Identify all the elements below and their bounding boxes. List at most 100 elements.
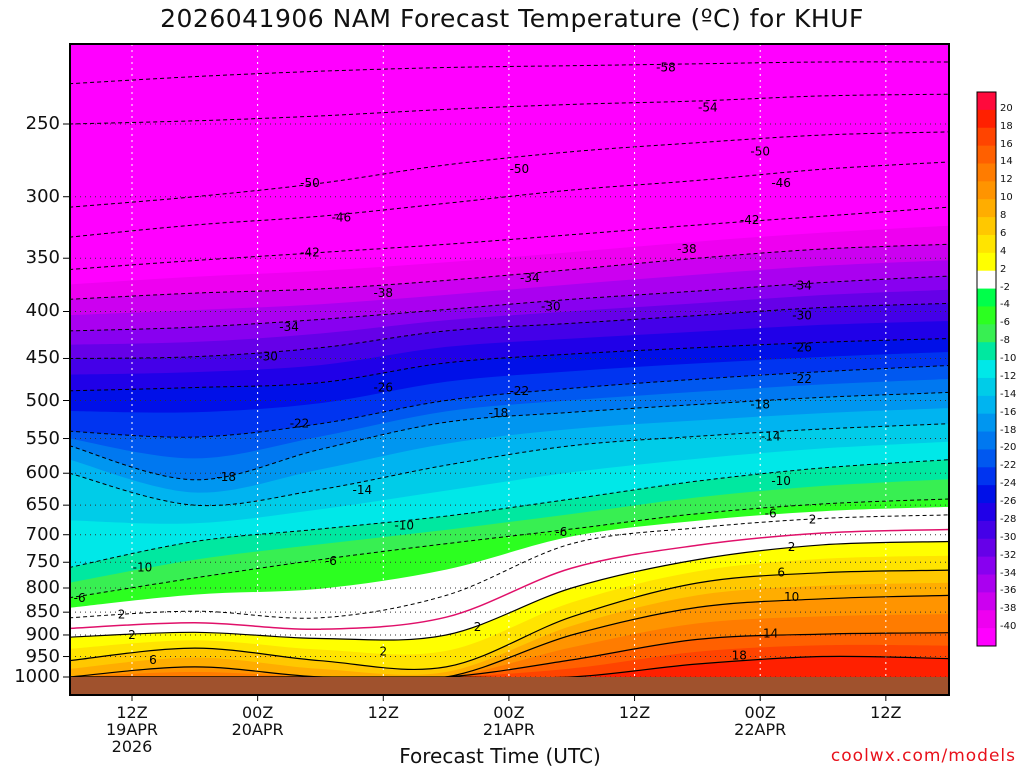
- colorbar-swatch: [977, 449, 996, 468]
- chart-title: 2026041906 NAM Forecast Temperature (ºC)…: [160, 4, 864, 33]
- contour-label: 2: [128, 628, 136, 642]
- contour-label: 2: [788, 540, 796, 554]
- contour-label: 2: [474, 620, 482, 634]
- colorbar-label: 18: [1000, 120, 1013, 132]
- contour-labels: -58-54-50-50-50-46-46-42-42-38-38-34-34-…: [74, 61, 817, 667]
- colorbar-label: 2: [1000, 263, 1007, 275]
- x-tick-label: 00Z 22APR: [715, 704, 805, 738]
- isotherm-10: [70, 594, 949, 682]
- x-tick-label-line: 2026: [111, 737, 153, 756]
- x-tick-label-line: 21APR: [482, 720, 535, 739]
- colorbar-label: -40: [1000, 621, 1017, 633]
- x-tick-label-line: 00Z: [241, 703, 274, 722]
- contour-label: -10: [771, 474, 791, 488]
- colorbar-swatch: [977, 610, 996, 629]
- x-tick-label: 12Z 19APR 2026: [87, 704, 177, 755]
- credit-link[interactable]: coolwx.com/models: [830, 746, 1016, 766]
- x-tick-label-line: 00Z: [744, 703, 776, 722]
- colorbar-swatch: [977, 92, 996, 111]
- contour-label: 14: [763, 627, 778, 641]
- colorbar-label: -16: [1000, 406, 1017, 418]
- colorbar-label: -20: [1000, 442, 1017, 454]
- contour-label: 2: [809, 513, 817, 527]
- colorbar-swatch: [977, 628, 996, 647]
- colorbar-swatch: [977, 163, 996, 182]
- y-tick-label: 800: [25, 576, 60, 598]
- y-tick-label: 550: [25, 427, 60, 449]
- temperature-bands: [70, 44, 949, 695]
- ground-surface: [70, 677, 949, 695]
- contour-label: -46: [332, 210, 352, 224]
- colorbar-label: 20: [1000, 102, 1013, 114]
- y-tick-label: 500: [25, 389, 60, 411]
- isotherm--46: [70, 161, 949, 238]
- colorbar-label: 12: [1000, 174, 1013, 186]
- colorbar-swatch: [977, 413, 996, 433]
- contour-label: -58: [656, 61, 676, 75]
- colorbar-swatch: [977, 485, 996, 504]
- y-tick-label: 750: [25, 551, 60, 573]
- plot-frame: [69, 43, 950, 696]
- y-tick-label: 350: [25, 247, 60, 269]
- colorbar-label: 8: [1000, 210, 1007, 222]
- colorbar-swatch: [977, 377, 996, 397]
- surface-strip: [70, 677, 949, 695]
- colorbar-swatch: [977, 270, 996, 290]
- y-tick-label: 400: [25, 300, 60, 322]
- y-tick-label: 700: [25, 523, 60, 545]
- contour-label: -6: [74, 591, 86, 605]
- isotherm--26: [70, 338, 949, 392]
- contour-label: -50: [300, 176, 320, 190]
- x-tick-label-line: 19APR: [105, 720, 159, 739]
- colorbar-label: 6: [1000, 227, 1007, 239]
- x-tick-label-line: 12Z: [116, 703, 148, 722]
- colorbar-swatch: [977, 199, 996, 218]
- contour-label: 10: [784, 590, 799, 604]
- colorbar-swatch: [977, 324, 996, 343]
- colorbar-label: -10: [1000, 353, 1017, 365]
- colorbar-swatch: [977, 181, 996, 200]
- y-tick-label: 950: [25, 645, 60, 667]
- contour-label: -18: [216, 470, 236, 484]
- contour-label: -6: [555, 525, 567, 539]
- colorbar-label: -14: [1000, 388, 1017, 400]
- colorbar-swatch: [977, 592, 996, 611]
- contour-label: -22: [290, 417, 310, 431]
- x-tick-label: 12Z: [590, 704, 680, 721]
- x-tick-label-line: 12Z: [618, 703, 651, 722]
- isotherm--18: [70, 391, 949, 481]
- contour-label: -30: [541, 299, 561, 313]
- contour-label: -38: [677, 242, 697, 256]
- colorbar-label: -36: [1000, 585, 1017, 597]
- colorbar-swatch: [977, 520, 996, 540]
- contour-label: -10: [394, 518, 414, 532]
- x-tick-label-line: 20APR: [231, 720, 284, 739]
- colorbar-label: -24: [1000, 478, 1017, 490]
- y-tick-label: 650: [25, 494, 60, 516]
- isotherm--22: [70, 365, 949, 438]
- x-tick-label: 00Z 20APR: [213, 704, 303, 738]
- contour-label: 6: [777, 566, 785, 580]
- colorbar-label: -28: [1000, 513, 1017, 525]
- contour-label: 2: [118, 608, 126, 622]
- colorbar-swatch: [977, 342, 996, 361]
- y-tick-label: 1000: [14, 666, 60, 687]
- contour-label: -50: [510, 162, 530, 176]
- colorbar-swatch: [977, 467, 996, 486]
- colorbar-frame: [976, 91, 997, 647]
- colorbar-swatch: [977, 538, 996, 558]
- isotherm--50: [70, 131, 949, 208]
- colorbar-label: -8: [1000, 335, 1010, 347]
- colorbar-swatch: [977, 360, 996, 379]
- colorbar-label: -4: [1000, 299, 1010, 311]
- contour-label: -34: [279, 320, 299, 334]
- colorbar-label: -6: [1000, 317, 1010, 329]
- x-tick-label: 12Z: [841, 704, 931, 721]
- colorbar-label: -18: [1000, 424, 1017, 436]
- isotherm-2: [70, 540, 949, 641]
- x-tick-label-line: 12Z: [870, 703, 902, 722]
- colorbar-label: -32: [1000, 549, 1017, 561]
- isotherm--10: [70, 459, 949, 568]
- x-tick-label-line: 12Z: [367, 703, 399, 722]
